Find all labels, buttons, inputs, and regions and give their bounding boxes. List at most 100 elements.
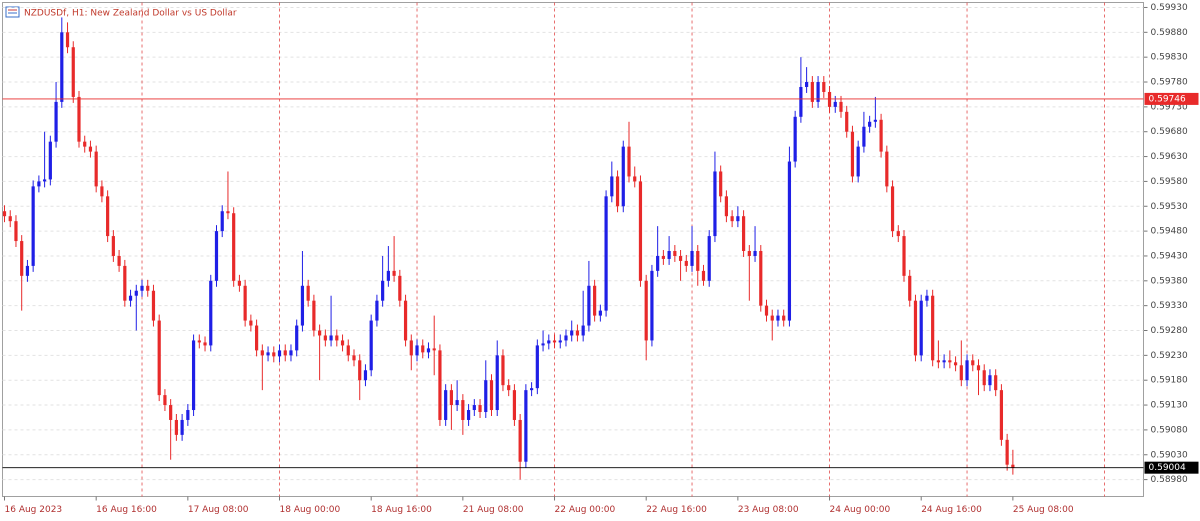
candle-body <box>60 32 64 102</box>
candle-body <box>329 335 333 341</box>
candle-body <box>862 126 866 147</box>
candle-body <box>816 82 820 102</box>
candle-body <box>719 171 723 197</box>
y-tick-label: 0.59180 <box>1151 376 1188 386</box>
candle-body <box>272 352 276 357</box>
candle-body <box>936 360 940 363</box>
y-tick-label: 0.59130 <box>1151 401 1188 411</box>
candle-body <box>237 280 242 286</box>
price-tag-label: 0.59004 <box>1149 463 1186 473</box>
candle-body <box>667 250 671 259</box>
candle-body <box>530 388 534 391</box>
chart-title: NZDUSDf, H1: New Zealand Dollar vs US Do… <box>24 9 237 19</box>
candle-body <box>982 370 986 386</box>
candle-body <box>942 360 946 363</box>
candle-body <box>283 350 287 356</box>
candle-body <box>226 211 230 214</box>
candle-body <box>845 111 849 132</box>
candle-body <box>1005 439 1009 465</box>
candle-body <box>220 211 224 232</box>
candle-body <box>701 270 706 281</box>
candle-body <box>117 255 121 266</box>
candle-body <box>690 250 694 266</box>
y-tick-label: 0.59780 <box>1151 78 1188 88</box>
candle-body <box>971 360 975 366</box>
candle-body <box>478 405 482 413</box>
candle-body <box>340 340 345 346</box>
candle-body <box>449 390 453 406</box>
candle-body <box>249 320 253 326</box>
candle-body <box>300 285 305 326</box>
x-tick-label: 16 Aug 2023 <box>5 505 63 515</box>
candle-body <box>810 82 814 102</box>
candle-body <box>799 86 803 117</box>
candle-body <box>260 350 264 356</box>
candle-body <box>312 300 316 331</box>
candle-body <box>203 342 207 346</box>
candle-body <box>759 250 763 306</box>
candle-body <box>976 365 981 371</box>
candle-body <box>65 32 70 48</box>
price-tag <box>1144 461 1199 474</box>
candle-body <box>879 119 883 152</box>
y-tick-label: 0.59730 <box>1151 102 1188 112</box>
candle-body <box>581 325 585 336</box>
candle-body <box>965 360 969 381</box>
candle-body <box>650 270 654 341</box>
candle-body <box>598 310 602 316</box>
candle-body <box>919 300 923 356</box>
candle-body <box>214 231 219 281</box>
candle-body <box>466 410 471 420</box>
candle-body <box>455 400 459 406</box>
candle-body <box>776 315 780 321</box>
x-tick-label: 18 Aug 00:00 <box>280 505 341 515</box>
candle-body <box>913 300 918 356</box>
candle-body <box>358 360 362 381</box>
candle-body <box>180 419 184 435</box>
candle-body <box>850 131 855 177</box>
y-tick-label: 0.59580 <box>1151 177 1188 187</box>
candle-body <box>392 270 396 276</box>
candle-body <box>277 350 282 357</box>
candle-body <box>615 176 620 207</box>
candle-body <box>575 330 580 336</box>
candle-body <box>696 250 700 271</box>
candle-body <box>593 285 597 316</box>
y-tick-label: 0.59880 <box>1151 28 1188 38</box>
price-tag-label: 0.59746 <box>1149 94 1186 104</box>
candle-body <box>805 82 809 87</box>
candle-body <box>931 295 935 361</box>
candle-body <box>787 161 792 321</box>
candle-body <box>507 385 511 391</box>
candle-body <box>54 101 58 142</box>
candle-body <box>541 343 545 346</box>
candle-body <box>289 350 293 356</box>
x-tick-label: 16 Aug 16:00 <box>96 505 157 515</box>
candle-body <box>484 380 488 413</box>
y-tick-label: 0.59480 <box>1151 227 1188 237</box>
candle-body <box>346 345 350 356</box>
candle-body <box>793 116 797 162</box>
candle-body <box>146 285 150 291</box>
candle-body <box>77 96 81 142</box>
candle-body <box>753 250 757 256</box>
candle-body <box>673 250 677 256</box>
candle-body <box>432 348 436 351</box>
candle-body <box>438 350 442 420</box>
candle-body <box>31 186 35 266</box>
y-tick-label: 0.59230 <box>1151 351 1188 361</box>
candle-body <box>856 146 860 177</box>
y-tick-label: 0.59830 <box>1151 53 1188 63</box>
candle-body <box>736 216 740 222</box>
plot-frame <box>2 2 1144 497</box>
candle-body <box>415 345 419 356</box>
symbol-icon <box>5 6 20 18</box>
x-tick-label: 24 Aug 00:00 <box>830 505 891 515</box>
candle-body <box>106 196 110 237</box>
candle-body <box>633 176 637 182</box>
candle-body <box>724 196 729 217</box>
candle-body <box>953 362 958 366</box>
candle-body <box>896 231 900 237</box>
candle-body <box>782 315 786 321</box>
